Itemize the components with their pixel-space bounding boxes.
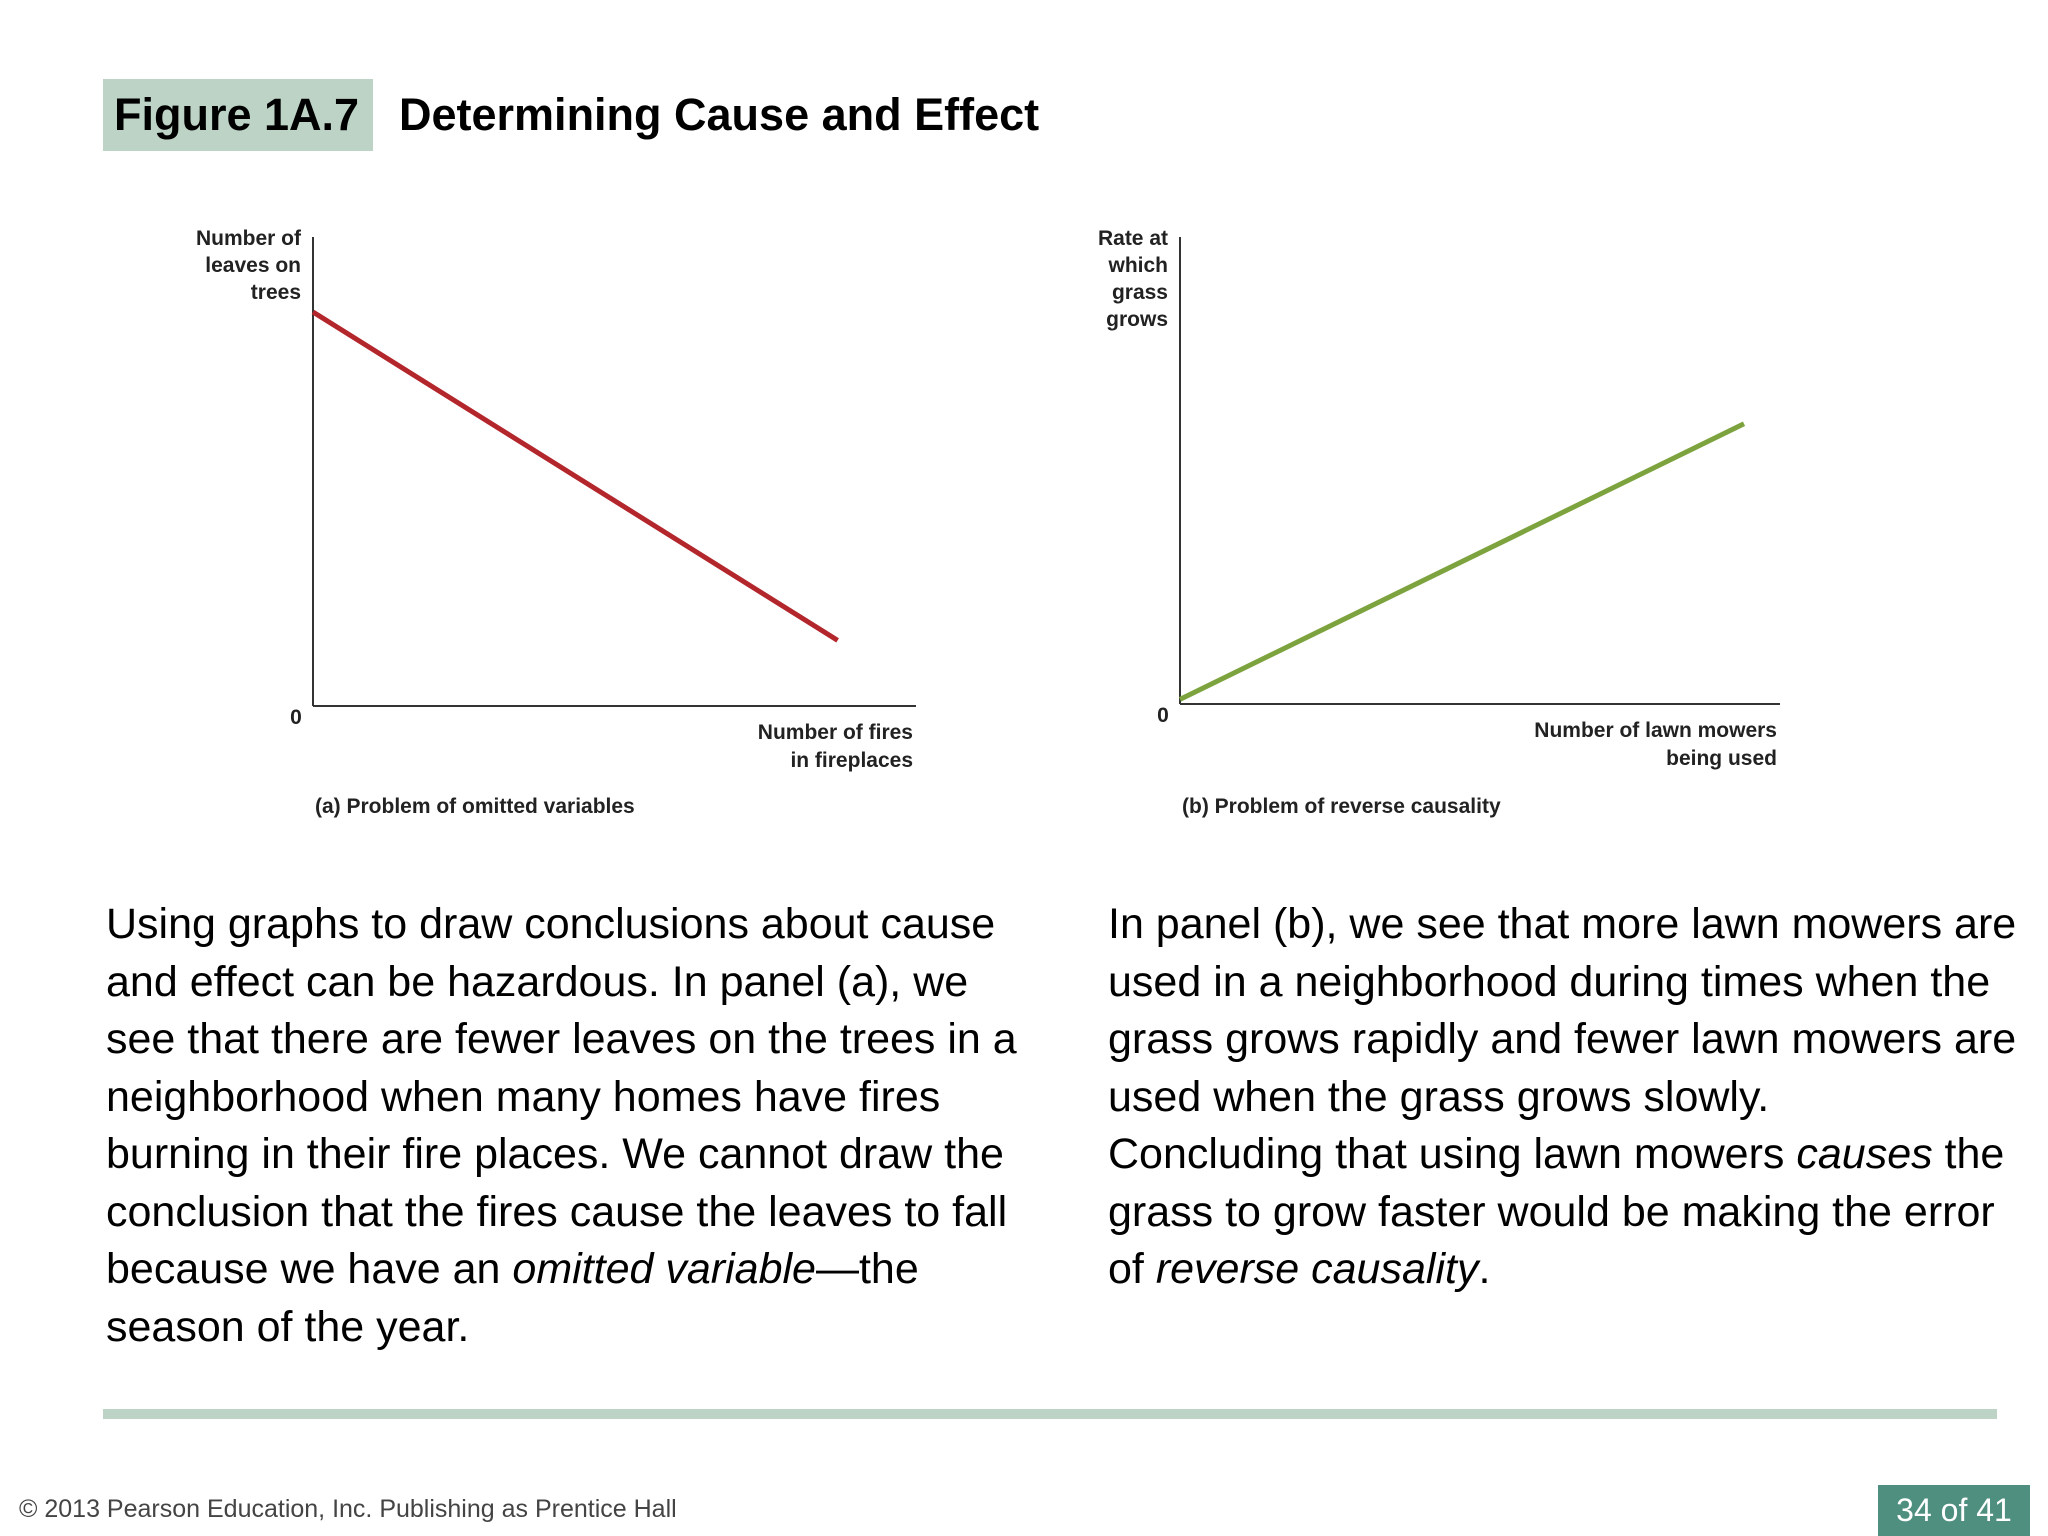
copyright: © 2013 Pearson Education, Inc. Publishin… <box>19 1495 677 1523</box>
chart-b-origin-label: 0 <box>1157 704 1169 727</box>
figure-title: Determining Cause and Effect <box>399 89 1040 140</box>
right-explanation: In panel (b), we see that more lawn mowe… <box>1108 896 2023 1299</box>
page-number: 34 of 41 <box>1878 1485 2030 1536</box>
chart-a-y-label: Number of leaves on trees <box>196 227 302 304</box>
chart-a-origin-label: 0 <box>290 706 302 729</box>
chart-b-y-label: Rate at which grass grows <box>1098 227 1168 331</box>
chart-a-line <box>311 309 839 643</box>
chart-b-x-label: Number of lawn mowers being used <box>1534 719 1777 770</box>
chart-b-line <box>1178 421 1746 702</box>
chart-a-caption: (a) Problem of omitted variables <box>315 795 635 818</box>
left-text-main: Using graphs to draw conclusions about c… <box>106 900 1017 1293</box>
left-explanation: Using graphs to draw conclusions about c… <box>106 896 1036 1356</box>
right-text-para2: Concluding that using lawn mowers causes… <box>1108 1126 2023 1299</box>
right-text-emphasis-reverse: reverse causality <box>1155 1245 1479 1293</box>
left-text-emphasis: omitted variable <box>512 1245 816 1293</box>
left-text-end: —the season of the year. <box>106 1245 919 1351</box>
right-text-mid: the grass to grow faster would be making… <box>1108 1130 2005 1293</box>
figure-label: Figure 1A.7 <box>103 79 373 151</box>
footer-divider <box>103 1409 1997 1419</box>
right-text-emphasis-causes: causes <box>1796 1130 1933 1178</box>
chart-b-caption: (b) Problem of reverse causality <box>1182 795 1501 818</box>
right-text-para1: In panel (b), we see that more lawn mowe… <box>1108 900 2017 1121</box>
charts: Number of leaves on trees Number of fires in… <box>196 227 1780 818</box>
right-text-end: . <box>1478 1245 1491 1293</box>
chart-a-x-label: Number of fires in fireplaces <box>758 721 913 772</box>
right-text-start: Concluding that using lawn mowers <box>1108 1130 1797 1178</box>
